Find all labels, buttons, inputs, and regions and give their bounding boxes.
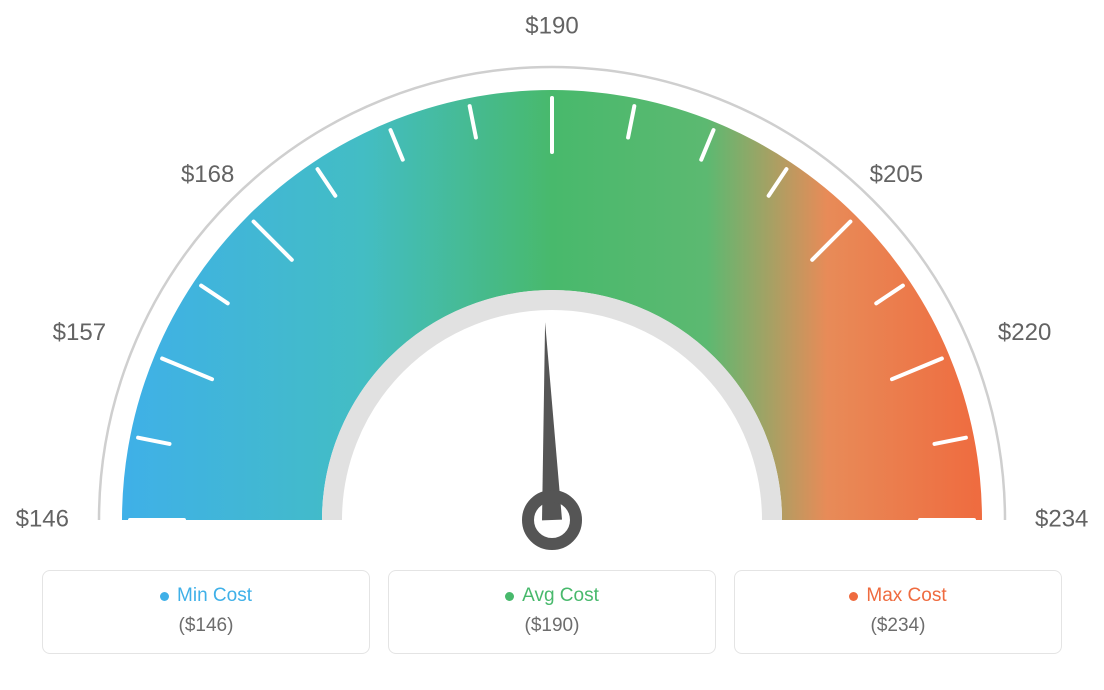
svg-text:$234: $234 [1035,505,1088,532]
legend-value-max: ($234) [871,615,926,637]
chart-container: $146 $157 $168 $190 $205 $220 $234 Min Cost ($… [0,0,1104,690]
legend-label-max: Max Cost [866,585,946,607]
legend-label-row-min: Min Cost [160,585,252,607]
legend-card-max: Max Cost ($234) [734,570,1062,654]
svg-text:$168: $168 [181,161,234,188]
legend-label-row-max: Max Cost [849,585,946,607]
legend-dot-avg [505,592,514,601]
legend-label-min: Min Cost [177,585,252,607]
svg-text:$190: $190 [525,12,578,39]
legend-row: Min Cost ($146) Avg Cost ($190) Max Cost… [0,570,1104,654]
gauge-svg: $146 $157 $168 $190 $205 $220 $234 [0,0,1104,570]
legend-dot-max [849,592,858,601]
legend-dot-min [160,592,169,601]
svg-text:$157: $157 [53,319,106,346]
svg-text:$146: $146 [16,505,69,532]
legend-card-avg: Avg Cost ($190) [388,570,716,654]
gauge-area: $146 $157 $168 $190 $205 $220 $234 [0,0,1104,570]
legend-value-avg: ($190) [525,615,580,637]
svg-text:$220: $220 [998,319,1051,346]
legend-card-min: Min Cost ($146) [42,570,370,654]
legend-value-min: ($146) [179,615,234,637]
legend-label-row-avg: Avg Cost [505,585,599,607]
legend-label-avg: Avg Cost [522,585,599,607]
svg-text:$205: $205 [870,161,923,188]
